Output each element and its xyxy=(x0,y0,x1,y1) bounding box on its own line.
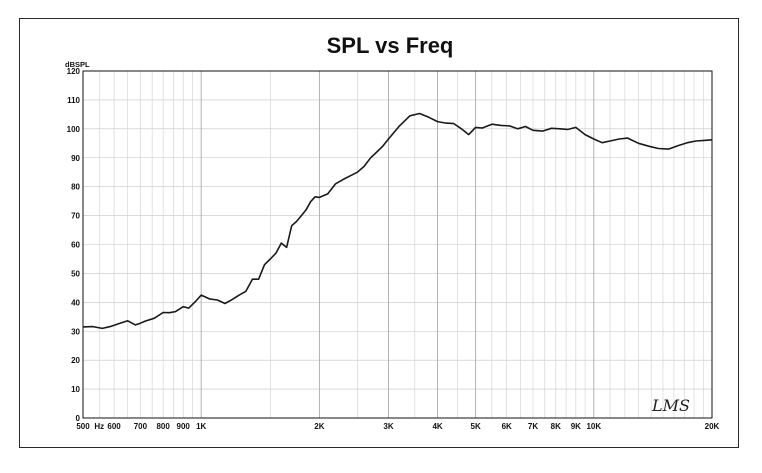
y-tick-labels: 0 10 20 30 40 50 60 70 80 90 100 110 120 xyxy=(67,67,81,423)
x-tick-label: Hz xyxy=(94,422,104,431)
x-tick-label: 900 xyxy=(177,422,191,431)
chart-frame: SPL vs Freq dBSPL 0 10 20 30 40 50 60 70 80 90 100… xyxy=(19,18,739,448)
y-tick-label: 50 xyxy=(71,269,80,278)
y-tick-label: 30 xyxy=(71,327,80,336)
x-tick-label: 20K xyxy=(705,422,720,431)
spl-chart: SPL vs Freq dBSPL 0 10 20 30 40 50 60 70 80 90 100… xyxy=(65,33,720,431)
y-tick-label: 100 xyxy=(67,125,81,134)
x-tick-label: 7K xyxy=(528,422,538,431)
y-tick-label: 90 xyxy=(71,154,80,163)
plot-border xyxy=(82,70,713,419)
lms-logo: LMS xyxy=(651,396,690,415)
y-tick-label: 60 xyxy=(71,241,80,250)
y-tick-label: 40 xyxy=(71,298,80,307)
y-tick-label: 0 xyxy=(76,414,81,423)
y-axis-unit-label: dBSPL xyxy=(65,60,90,69)
x-tick-label: 600 xyxy=(107,422,121,431)
y-tick-label: 120 xyxy=(67,67,81,76)
chart-title: SPL vs Freq xyxy=(327,33,454,58)
y-tick-label: 70 xyxy=(71,212,80,221)
x-tick-label: 8K xyxy=(551,422,561,431)
x-tick-label: 6K xyxy=(502,422,512,431)
x-tick-label: 700 xyxy=(134,422,148,431)
x-tick-label: 5K xyxy=(471,422,481,431)
x-tick-label: 4K xyxy=(432,422,442,431)
y-tick-label: 80 xyxy=(71,183,80,192)
y-tick-label: 110 xyxy=(67,96,80,105)
series-line-spl xyxy=(82,112,713,330)
x-tick-label: 500 xyxy=(76,422,90,431)
grid xyxy=(82,70,713,419)
x-tick-labels: 500 Hz 600 700 800 900 1K 2K 3K 4K 5K 6K 7K 8K 9K 10K 20… xyxy=(76,422,719,431)
x-tick-label: 3K xyxy=(383,422,393,431)
x-tick-label: 2K xyxy=(314,422,324,431)
y-tick-label: 20 xyxy=(71,356,80,365)
y-tick-label: 10 xyxy=(71,385,80,394)
x-tick-label: 9K xyxy=(571,422,581,431)
x-tick-label: 10K xyxy=(586,422,601,431)
x-tick-label: 800 xyxy=(156,422,170,431)
x-tick-label: 1K xyxy=(196,422,206,431)
